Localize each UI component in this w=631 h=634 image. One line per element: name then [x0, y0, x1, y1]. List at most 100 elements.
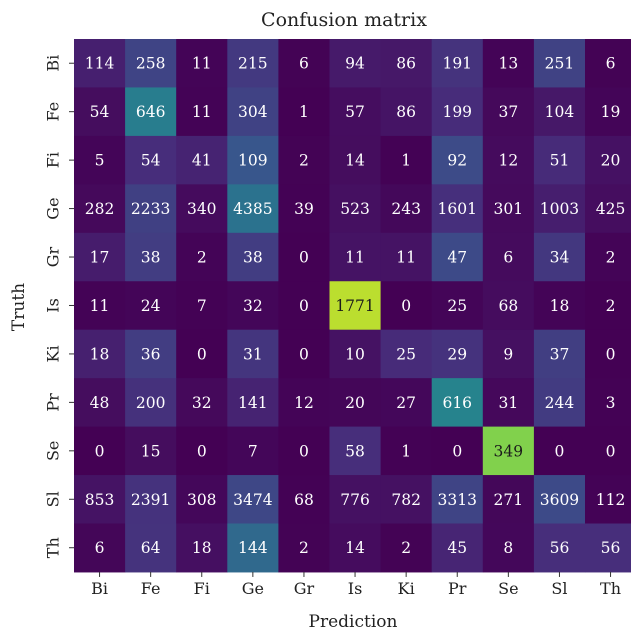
heatmap-cell — [227, 281, 279, 331]
heatmap-cell — [176, 135, 228, 185]
heatmap-cell — [585, 378, 631, 428]
cell-value-label: 853 — [85, 491, 115, 509]
heatmap-cell — [125, 87, 177, 137]
cell-value-label: 1 — [401, 442, 411, 460]
cell-value-label: 17 — [90, 249, 110, 267]
cell-value-label: 2 — [606, 249, 616, 267]
cell-value-label: 0 — [452, 442, 462, 460]
heatmap-cell — [482, 87, 535, 137]
heatmap-cell — [329, 281, 382, 331]
heatmap-cell — [125, 135, 177, 185]
cell-value-label: 0 — [299, 249, 309, 267]
heatmap-cell — [380, 87, 433, 137]
heatmap-cell — [482, 426, 535, 476]
cell-value-label: 68 — [294, 491, 314, 509]
cell-value-label: 2 — [299, 152, 309, 170]
cell-value-label: 92 — [447, 152, 467, 170]
heatmap-cell — [125, 184, 177, 234]
chart-title: Confusion matrix — [261, 9, 427, 31]
cell-value-label: 20 — [601, 152, 621, 170]
cell-value-label: 11 — [345, 249, 365, 267]
y-tick-label: Ge — [44, 197, 63, 219]
cell-value-label: 1003 — [540, 200, 579, 218]
heatmap-cell — [125, 329, 177, 379]
cell-value-label: 47 — [447, 249, 467, 267]
heatmap-cell — [482, 232, 535, 282]
heatmap-cell — [74, 281, 126, 331]
heatmap-cell — [482, 184, 535, 234]
x-tick-label: Se — [498, 579, 518, 598]
heatmap-cell — [380, 378, 433, 428]
y-axis-label: Truth — [9, 283, 29, 331]
heatmap-cell — [533, 475, 586, 524]
heatmap-cell — [74, 87, 126, 137]
heatmap-cell — [74, 135, 126, 185]
heatmap-cell — [278, 232, 330, 282]
heatmap-cell — [278, 378, 330, 428]
cell-value-label: 12 — [294, 394, 314, 412]
heatmap-cell — [482, 39, 535, 88]
x-tick-label: Is — [348, 579, 363, 598]
heatmap-cell — [74, 232, 126, 282]
cell-value-label: 243 — [391, 200, 421, 218]
cell-value-label: 271 — [494, 491, 524, 509]
cell-value-label: 340 — [187, 200, 217, 218]
heatmap-cell — [329, 475, 382, 524]
cell-value-label: 3474 — [233, 491, 273, 509]
cell-value-label: 0 — [555, 442, 565, 460]
heatmap-cell — [329, 426, 382, 476]
heatmap-cell — [176, 523, 228, 573]
cell-value-label: 2 — [401, 539, 411, 557]
heatmap-cell — [380, 232, 433, 282]
cell-value-label: 2 — [197, 249, 207, 267]
cell-value-label: 56 — [601, 539, 621, 557]
cell-value-label: 0 — [197, 442, 207, 460]
cell-value-label: 12 — [498, 152, 518, 170]
y-tick-label: Th — [44, 537, 63, 558]
heatmap-cell — [533, 426, 586, 476]
heatmap-cell — [533, 232, 586, 282]
cell-value-label: 24 — [141, 297, 161, 315]
heatmap-cell — [227, 232, 279, 282]
heatmap-cell — [74, 329, 126, 379]
heatmap-cell — [74, 475, 126, 524]
heatmap-cell — [278, 523, 330, 573]
heatmap-cell — [431, 426, 484, 476]
heatmap-cell — [431, 184, 484, 234]
heatmap-cell — [329, 378, 382, 428]
cell-value-label: 13 — [498, 55, 518, 73]
cell-value-label: 191 — [442, 55, 472, 73]
cell-value-label: 301 — [494, 200, 524, 218]
cell-value-label: 45 — [447, 539, 467, 557]
cell-value-label: 8 — [503, 539, 513, 557]
heatmap-cell — [125, 281, 177, 331]
y-tick-label: Is — [44, 298, 63, 313]
cell-value-label: 37 — [550, 345, 570, 363]
heatmap-cell — [227, 39, 279, 88]
cell-value-label: 25 — [396, 345, 416, 363]
heatmap-cell — [431, 378, 484, 428]
heatmap-cell — [176, 475, 228, 524]
heatmap-cell — [585, 87, 631, 137]
cell-value-label: 38 — [141, 249, 161, 267]
cell-value-label: 6 — [95, 539, 105, 557]
heatmap-cell — [431, 135, 484, 185]
heatmap-cell — [585, 135, 631, 185]
cell-value-label: 425 — [596, 200, 626, 218]
heatmap-cell — [278, 475, 330, 524]
cell-value-label: 3313 — [438, 491, 477, 509]
cell-value-label: 56 — [550, 539, 570, 557]
heatmap-cell — [431, 87, 484, 137]
cell-value-label: 0 — [95, 442, 105, 460]
heatmap-cell — [585, 426, 631, 476]
cell-value-label: 68 — [498, 297, 518, 315]
heatmap-cell — [585, 475, 631, 524]
heatmap-cell — [278, 281, 330, 331]
cell-value-label: 27 — [396, 394, 416, 412]
cell-value-label: 1771 — [335, 297, 374, 315]
heatmap-cell — [125, 523, 177, 573]
cell-value-label: 5 — [95, 152, 105, 170]
cell-value-label: 18 — [550, 297, 570, 315]
